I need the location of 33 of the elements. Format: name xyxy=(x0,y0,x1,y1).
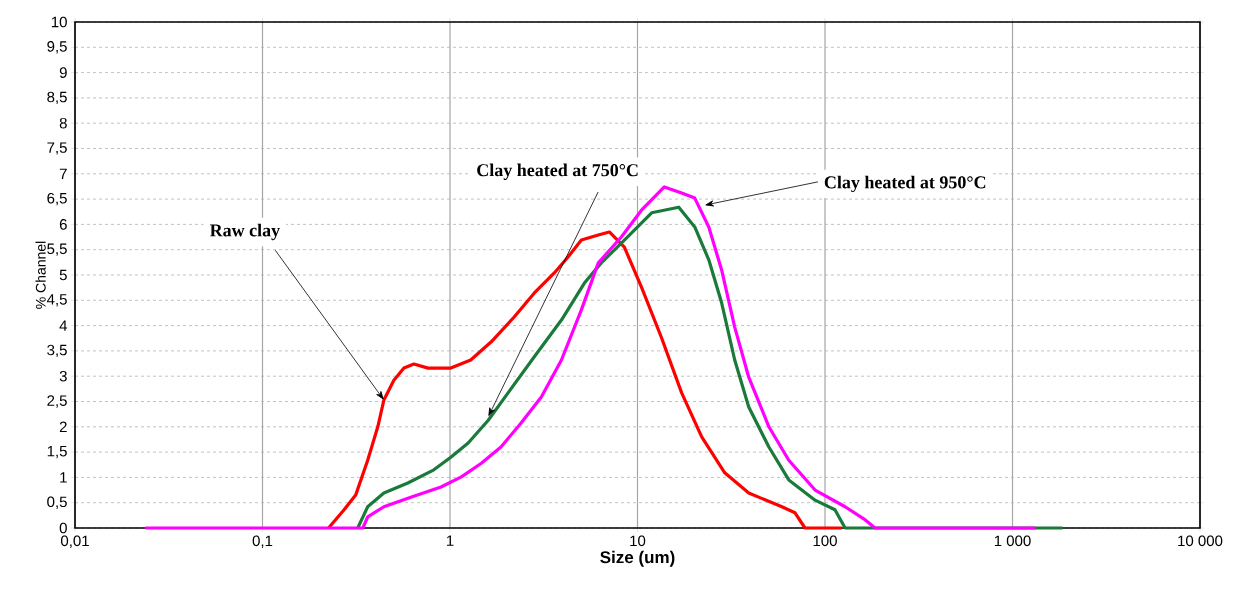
x-tick-label: 0,1 xyxy=(252,535,273,548)
y-tick-label: 6,5 xyxy=(47,192,67,206)
x-tick-label: 10 000 xyxy=(1178,535,1223,547)
y-tick-label: 7 xyxy=(59,168,67,179)
x-axis-title: Size (um) xyxy=(600,550,675,567)
y-axis-title: % Channel xyxy=(35,241,46,309)
y-tick-label: 9,5 xyxy=(47,41,67,54)
x-tick-label: 1 xyxy=(446,535,454,546)
x-tick-label: 10 xyxy=(630,535,646,547)
y-tick-label: 3 xyxy=(59,370,67,382)
y-tick-label: 0 xyxy=(59,522,67,534)
y-tick-label: 6 xyxy=(59,219,67,230)
y-tick-label: 9 xyxy=(59,67,67,78)
y-tick-label: 0,5 xyxy=(47,496,67,509)
y-tick-label: 2,5 xyxy=(47,395,67,408)
x-tick-label: 100 xyxy=(813,535,837,547)
y-tick-label: 1 xyxy=(60,472,67,483)
y-tick-label: 8 xyxy=(59,117,67,129)
y-tick-label: 1,5 xyxy=(47,445,67,459)
y-tick-label: 2 xyxy=(59,421,67,433)
annotation: Clay heated at 750°C xyxy=(477,163,638,180)
y-tick-label: 8,5 xyxy=(47,91,67,105)
annotation: Raw clay xyxy=(209,223,280,241)
y-tick-label: 5,5 xyxy=(47,243,67,256)
y-tick-label: 4,5 xyxy=(46,294,67,307)
y-tick-label: 3,5 xyxy=(47,344,67,358)
y-tick-label: 10 xyxy=(51,16,67,28)
x-tick-label: 1 000 xyxy=(994,535,1031,547)
x-tick-label: 0,01 xyxy=(60,535,89,548)
y-tick-label: 4 xyxy=(59,320,68,331)
y-tick-label: 7,5 xyxy=(47,142,67,155)
annotation: Clay heated at 950°C xyxy=(824,175,986,193)
y-tick-label: 5 xyxy=(59,269,67,281)
